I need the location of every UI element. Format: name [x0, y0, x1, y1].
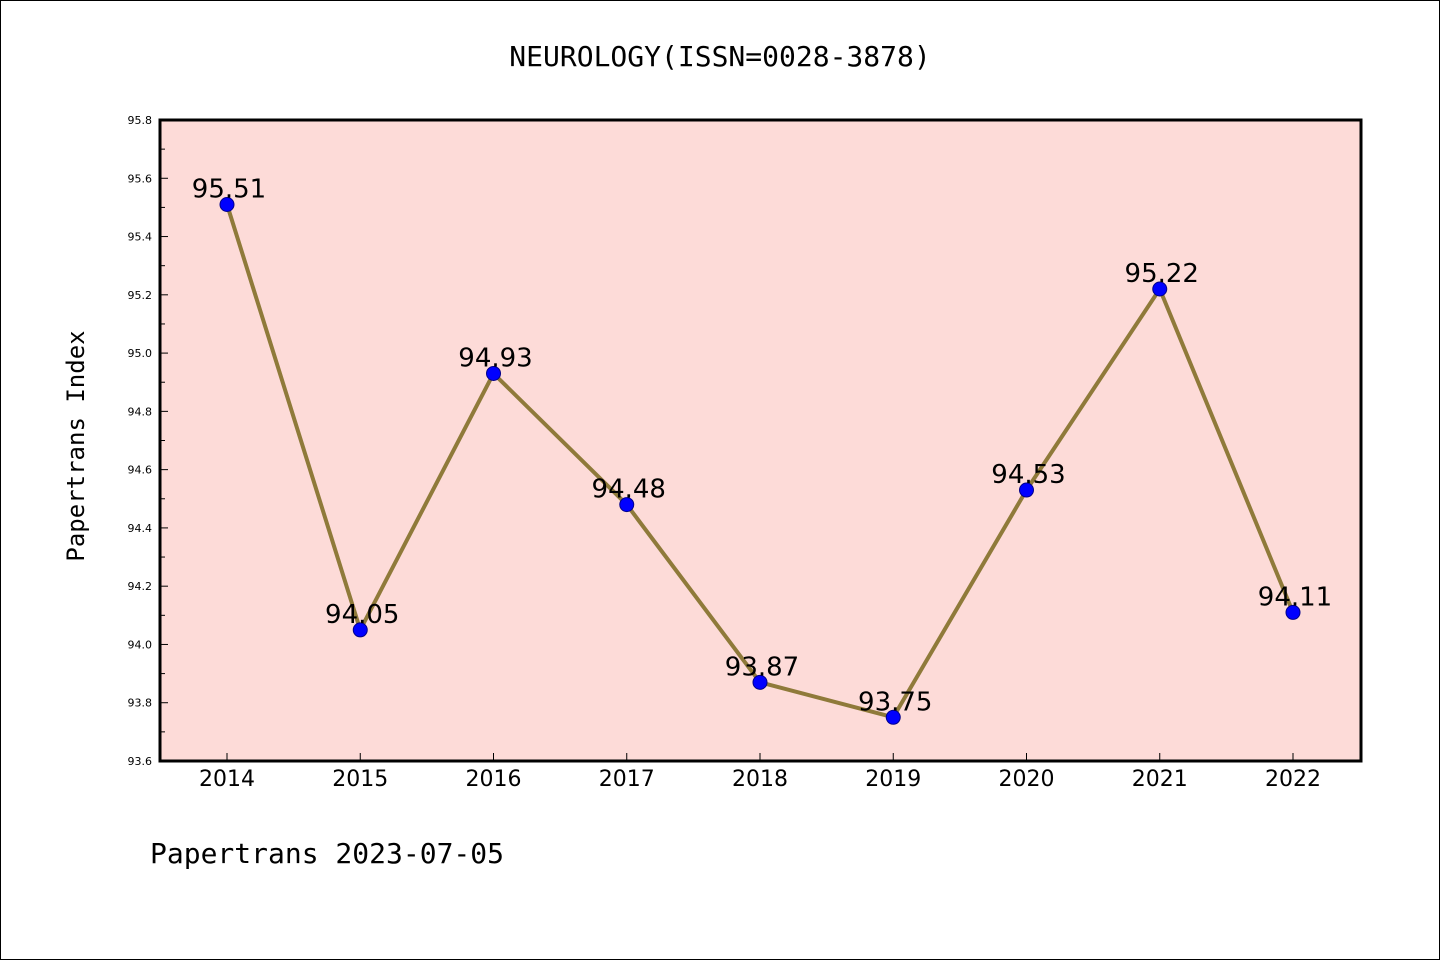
- x-tick-label: 2015: [332, 767, 388, 792]
- y-tick-label: 94.2: [128, 580, 153, 593]
- data-point: [1285, 604, 1301, 620]
- x-axis-ticks: 2014 2015 2016 2017 2018 2019 2020 2021 2022: [199, 753, 1321, 792]
- data-point: [619, 497, 635, 513]
- y-tick-label: 95.8: [128, 114, 153, 127]
- y-tick-label: 93.6: [128, 755, 153, 768]
- data-label: 95.51: [192, 174, 266, 204]
- x-tick-label: 2014: [199, 767, 255, 792]
- y-tick-label: 95.6: [128, 172, 153, 185]
- y-tick-label: 95.4: [128, 231, 153, 244]
- data-point: [1019, 482, 1034, 498]
- data-label: 93.75: [858, 687, 932, 717]
- data-label: 93.87: [725, 652, 799, 682]
- data-point: [1152, 281, 1168, 297]
- data-point: [752, 674, 768, 690]
- data-point: [885, 709, 901, 725]
- y-tick-label: 94.8: [128, 405, 153, 418]
- data-label: 94.05: [325, 600, 399, 630]
- y-axis-ticks: 93.6 93.8 94.0 94.2 94.4 94.6 94.8 95.0 95.2 95.4…: [128, 114, 168, 768]
- x-tick-label: 2019: [865, 767, 921, 792]
- data-label: 94.11: [1258, 582, 1332, 612]
- y-tick-label: 94.0: [128, 638, 153, 651]
- y-tick-label: 93.8: [128, 697, 153, 710]
- x-tick-label: 2018: [732, 767, 788, 792]
- chart-title: NEUROLOGY(ISSN=0028-3878): [509, 40, 930, 73]
- y-axis-label: Papertrans Index: [62, 330, 90, 561]
- plot-border: [158, 118, 1363, 763]
- plot-area: [160, 120, 1361, 761]
- y-tick-label: 94.6: [128, 464, 153, 477]
- data-label: 94.48: [592, 475, 666, 505]
- data-point: [352, 622, 368, 638]
- y-tick-label: 95.0: [128, 347, 153, 360]
- data-label: 94.93: [458, 343, 532, 373]
- footer-credit: Papertrans 2023-07-05: [150, 837, 504, 870]
- data-point: [486, 365, 501, 381]
- x-tick-label: 2020: [999, 767, 1055, 792]
- x-tick-label: 2021: [1132, 767, 1188, 792]
- y-tick-label: 95.2: [128, 289, 153, 302]
- x-tick-label: 2017: [599, 767, 655, 792]
- data-labels: 95.51 94.05 94.93 94.48 93.87 93.75 94.53 95.22…: [192, 174, 1332, 717]
- x-tick-label: 2022: [1265, 767, 1321, 792]
- data-label: 94.53: [991, 460, 1065, 490]
- data-point: [219, 196, 235, 212]
- y-tick-label: 94.4: [128, 522, 153, 535]
- series-layer: [219, 196, 1301, 725]
- x-tick-label: 2016: [466, 767, 522, 792]
- data-label: 95.22: [1125, 259, 1199, 289]
